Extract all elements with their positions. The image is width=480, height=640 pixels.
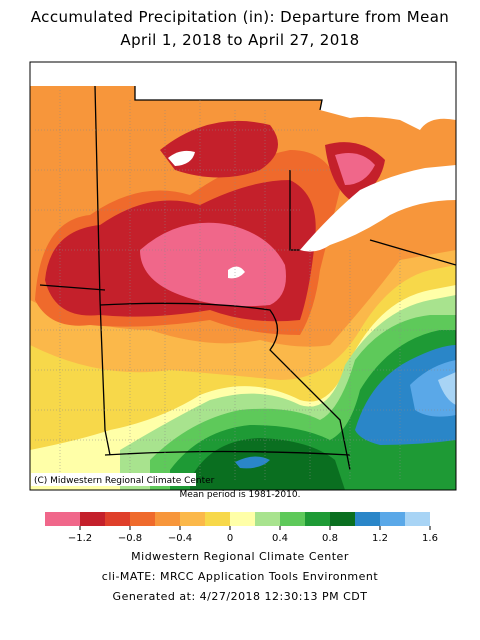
colorbar-swatch [80, 512, 105, 526]
colorbar-label: −0.4 [168, 533, 192, 544]
copyright: (C) Midwestern Regional Climate Center [34, 476, 215, 486]
colorbar-swatch [255, 512, 280, 526]
colorbar-swatch [305, 512, 330, 526]
footer-line: Midwestern Regional Climate Center [131, 550, 349, 563]
colorbar-label: 1.6 [422, 533, 438, 544]
colorbar-swatch [380, 512, 405, 526]
colorbar-swatch [45, 512, 80, 526]
footer-line: cli-MATE: MRCC Application Tools Environ… [102, 570, 379, 583]
colorbar-label: −1.2 [68, 533, 92, 544]
precip-map [30, 62, 456, 490]
title-line: April 1, 2018 to April 27, 2018 [120, 31, 359, 49]
colorbar-swatch [355, 512, 380, 526]
colorbar: −1.2 −0.8 −0.4 0 0.4 0.8 1.2 1.6 [45, 512, 438, 544]
colorbar-label: −0.8 [118, 533, 142, 544]
title-line: Accumulated Precipitation (in): Departur… [31, 8, 449, 26]
colorbar-swatch [155, 512, 180, 526]
colorbar-swatch [280, 512, 305, 526]
colorbar-swatch [180, 512, 205, 526]
colorbar-swatch [105, 512, 130, 526]
footer-line: Generated at: 4/27/2018 12:30:13 PM CDT [113, 590, 368, 603]
colorbar-swatch [230, 512, 255, 526]
colorbar-swatch [205, 512, 230, 526]
colorbar-swatch [330, 512, 355, 526]
colorbar-label: 0 [227, 533, 233, 544]
mean-period: Mean period is 1981-2010. [180, 490, 301, 500]
colorbar-label: 0.8 [322, 533, 338, 544]
colorbar-swatch [405, 512, 430, 526]
colorbar-label: 1.2 [372, 533, 388, 544]
colorbar-swatch [130, 512, 155, 526]
colorbar-label: 0.4 [272, 533, 288, 544]
